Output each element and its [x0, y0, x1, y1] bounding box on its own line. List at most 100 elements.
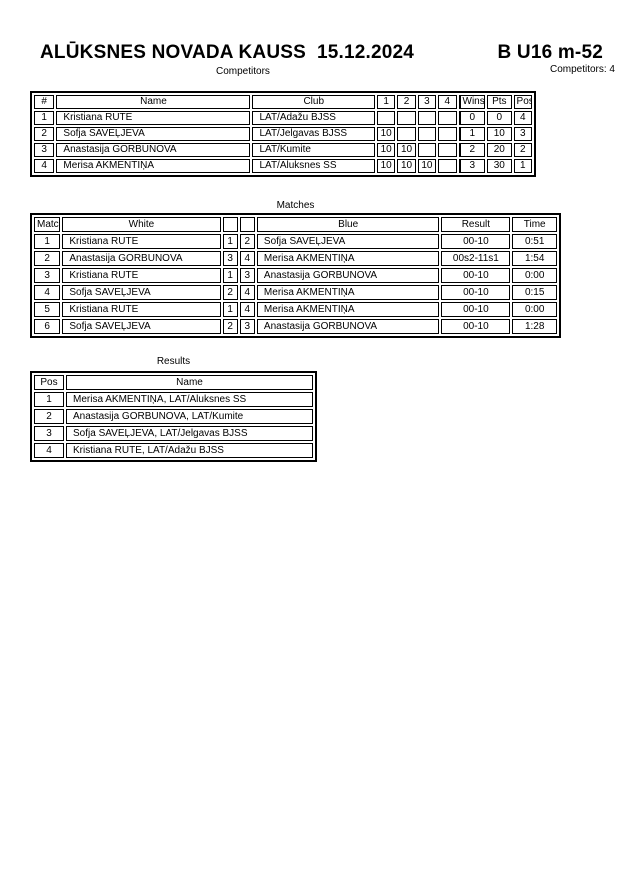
result-row: 4 Kristiana RUTE, LAT/Adažu BJSS [34, 443, 313, 458]
score-vs-1 [377, 111, 396, 125]
match-number: 3 [34, 268, 61, 283]
result-row: 1 Merisa AKMENTIŅA, LAT/Aluksnes SS [34, 392, 313, 407]
competitor-row: 2 Sofja SAVEĻJEVA LAT/Jelgavas BJSS 10 1… [34, 127, 532, 141]
score-vs-1: 10 [377, 143, 396, 157]
match-white-name: Anastasija GORBUNOVA [62, 251, 221, 266]
header-club: Club [252, 95, 375, 109]
match-blue-name: Merisa AKMENTIŅA [256, 285, 440, 300]
match-row: 4 Sofja SAVEĻJEVA 2 4 Merisa AKMENTIŅA 0… [34, 285, 557, 300]
header-wins: Wins [458, 95, 486, 109]
header-round-4: 4 [438, 95, 457, 109]
result-pos: 4 [34, 443, 64, 458]
match-result: 00-10 [441, 268, 511, 283]
match-blue-name: Anastasija GORBUNOVA [256, 319, 440, 334]
match-result: 00-10 [441, 285, 511, 300]
match-white-name: Sofja SAVEĻJEVA [62, 285, 221, 300]
competitor-number: 2 [34, 127, 55, 141]
title-category: B U16 m-52 [497, 42, 603, 63]
competitor-pts: 30 [487, 159, 512, 173]
match-blue-seed: 4 [239, 285, 255, 300]
competitors-header-row: # Name Club 1 2 3 4 Wins Pts Pos [34, 95, 532, 109]
competitor-name: Merisa AKMENTIŅA [56, 159, 251, 173]
results-table: Pos Name 1 Merisa AKMENTIŅA, LAT/Aluksne… [30, 371, 317, 462]
score-vs-4 [438, 159, 457, 173]
score-vs-1: 10 [377, 159, 396, 173]
match-white-seed: 3 [222, 251, 238, 266]
match-row: 6 Sofja SAVEĻJEVA 2 3 Anastasija GORBUNO… [34, 319, 557, 334]
matches-section-label: Matches [276, 200, 315, 211]
competitor-number: 1 [34, 111, 55, 125]
competitor-name: Sofja SAVEĻJEVA [56, 127, 251, 141]
match-time: 1:28 [512, 319, 557, 334]
match-row: 3 Kristiana RUTE 1 3 Anastasija GORBUNOV… [34, 268, 557, 283]
score-vs-3 [417, 143, 437, 157]
match-time: 0:15 [512, 285, 557, 300]
competitor-wins: 3 [458, 159, 486, 173]
header-number: # [34, 95, 55, 109]
score-vs-3: 10 [417, 159, 437, 173]
results-header-row: Pos Name [34, 375, 313, 390]
header-time: Time [512, 217, 557, 232]
match-blue-name: Merisa AKMENTIŅA [256, 251, 440, 266]
title-event-date: ALŪKSNES NOVADA KAUSS 15.12.2024 [40, 42, 415, 63]
competitor-number: 3 [34, 143, 55, 157]
competitors-section-label: Competitors [216, 66, 270, 77]
matches-table: Match White Blue Result Time 1 Kristiana… [30, 213, 561, 338]
result-name: Merisa AKMENTIŅA, LAT/Aluksnes SS [66, 392, 313, 407]
match-result: 00-10 [441, 319, 511, 334]
header-name: Name [66, 375, 313, 390]
competitor-pos: 1 [513, 159, 532, 173]
competitor-name: Kristiana RUTE [56, 111, 251, 125]
result-row: 3 Sofja SAVEĻJEVA, LAT/Jelgavas BJSS [34, 426, 313, 441]
match-result: 00-10 [441, 302, 511, 317]
result-name: Sofja SAVEĻJEVA, LAT/Jelgavas BJSS [66, 426, 313, 441]
match-white-name: Kristiana RUTE [62, 234, 221, 249]
matches-header-row: Match White Blue Result Time [34, 217, 557, 232]
match-white-seed: 1 [222, 302, 238, 317]
competitor-row: 3 Anastasija GORBUNOVA LAT/Kumite 10 10 … [34, 143, 532, 157]
score-vs-3 [417, 111, 437, 125]
header-blue-num [239, 217, 255, 232]
match-white-seed: 2 [222, 319, 238, 334]
score-vs-2 [397, 127, 416, 141]
match-row: 1 Kristiana RUTE 1 2 Sofja SAVEĻJEVA 00-… [34, 234, 557, 249]
match-number: 6 [34, 319, 61, 334]
competitor-wins: 2 [458, 143, 486, 157]
match-blue-name: Merisa AKMENTIŅA [256, 302, 440, 317]
header-result: Result [441, 217, 511, 232]
score-vs-4 [438, 111, 457, 125]
match-blue-name: Anastasija GORBUNOVA [256, 268, 440, 283]
competitor-pts: 0 [487, 111, 512, 125]
header-white: White [62, 217, 221, 232]
result-name: Kristiana RUTE, LAT/Adažu BJSS [66, 443, 313, 458]
competitors-table: # Name Club 1 2 3 4 Wins Pts Pos 1 Krist… [30, 91, 536, 177]
match-time: 1:54 [512, 251, 557, 266]
competitor-pos: 2 [513, 143, 532, 157]
score-vs-3 [417, 127, 437, 141]
match-number: 5 [34, 302, 61, 317]
match-white-seed: 2 [222, 285, 238, 300]
match-blue-seed: 4 [239, 302, 255, 317]
header-name: Name [56, 95, 251, 109]
competitor-name: Anastasija GORBUNOVA [56, 143, 251, 157]
match-blue-seed: 4 [239, 251, 255, 266]
competitors-count: Competitors: 4 [549, 64, 615, 75]
header-pos: Pos [513, 95, 532, 109]
match-white-name: Kristiana RUTE [62, 302, 221, 317]
match-result: 00s2-11s1 [441, 251, 511, 266]
score-vs-2 [397, 111, 416, 125]
score-vs-2: 10 [397, 159, 416, 173]
header-pos: Pos [34, 375, 64, 390]
header-round-1: 1 [377, 95, 396, 109]
header-round-3: 3 [417, 95, 437, 109]
match-white-seed: 1 [222, 268, 238, 283]
competitor-pos: 3 [513, 127, 532, 141]
match-blue-seed: 3 [239, 268, 255, 283]
competitor-row: 1 Kristiana RUTE LAT/Adažu BJSS 0 0 4 [34, 111, 532, 125]
score-vs-1: 10 [377, 127, 396, 141]
header-blue: Blue [256, 217, 440, 232]
competitor-club: LAT/Adažu BJSS [252, 111, 375, 125]
competitor-club: LAT/Aluksnes SS [252, 159, 375, 173]
result-row: 2 Anastasija GORBUNOVA, LAT/Kumite [34, 409, 313, 424]
match-time: 0:00 [512, 302, 557, 317]
